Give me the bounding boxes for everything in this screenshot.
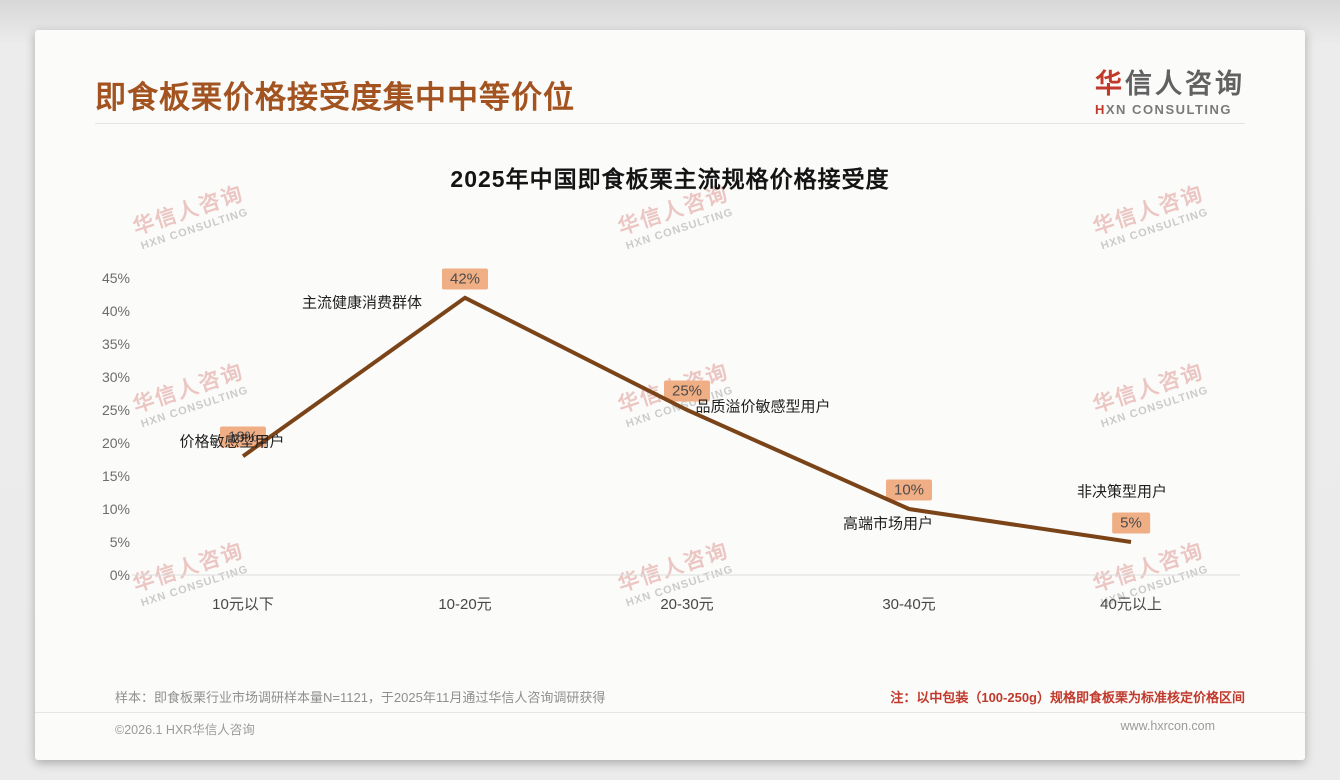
logo-cn-rest: 信人咨询 — [1125, 69, 1245, 99]
y-axis-tick-label: 35% — [101, 336, 130, 352]
x-axis-category-label: 10-20元 — [438, 596, 492, 613]
copyright-text: ©2026.1 HXR华信人咨询 — [115, 723, 255, 737]
segment-annotation: 主流健康消费群体 — [301, 294, 423, 312]
y-axis-tick-label: 10% — [101, 501, 130, 517]
website-text: www.hxrcon.com — [1120, 719, 1215, 733]
segment-annotation: 高端市场用户 — [842, 515, 934, 533]
x-axis-category-label: 20-30元 — [660, 596, 714, 613]
segment-annotation: 品质溢价敏感型用户 — [695, 398, 831, 416]
company-logo: 华信人咨询 HXN CONSULTING — [1095, 62, 1245, 117]
sample-note: 样本：即食板栗行业市场调研样本量N=1121，于2025年11月通过华信人咨询调… — [115, 690, 606, 705]
y-axis-tick-label: 25% — [101, 402, 130, 418]
x-axis-category-label: 30-40元 — [882, 596, 936, 613]
chart-title: 2025年中国即食板栗主流规格价格接受度 — [450, 166, 890, 192]
logo-en-text: HXN CONSULTING — [1095, 102, 1245, 117]
data-point-value-badge: 10% — [885, 479, 933, 501]
logo-en-rest: XN CONSULTING — [1105, 102, 1233, 117]
y-axis-tick-label: 15% — [101, 468, 130, 484]
y-axis-tick-label: 5% — [109, 534, 130, 550]
data-point-value-badge: 18% — [219, 426, 267, 448]
footer-divider — [35, 712, 1305, 713]
price-note: 注：以中包装（100-250g）规格即食板栗为标准核定价格区间 — [890, 690, 1245, 705]
header-divider — [95, 123, 1245, 124]
segment-annotation: 价格敏感型用户 — [179, 433, 285, 451]
y-axis-tick-label: 40% — [101, 303, 130, 319]
line-chart: 45% 40% 35% 30% 25% 20% 15% 10% 5% 0% 10元以下 10-20元 2… — [35, 30, 1305, 760]
y-axis-tick-label: 20% — [101, 435, 130, 451]
logo-cn-accent: 华 — [1095, 69, 1125, 99]
segment-annotation: 非决策型用户 — [1076, 483, 1168, 501]
y-axis-tick-label: 0% — [109, 567, 130, 583]
x-axis-category-label: 40元以上 — [1100, 596, 1162, 613]
report-card: 华信人咨询 HXN CONSULTING 华信人咨询 HXN CONSULTING 华信… — [35, 30, 1305, 760]
logo-cn-text: 华信人咨询 — [1095, 62, 1245, 101]
x-axis-category-label: 10元以下 — [212, 596, 274, 613]
data-point-value-badge: 42% — [441, 268, 489, 290]
data-point-value-badge: 5% — [1112, 512, 1150, 534]
page-title: 即食板栗价格接受度集中中等价位 — [95, 80, 575, 115]
data-point-value-badge: 25% — [663, 380, 711, 402]
y-axis-tick-label: 45% — [101, 270, 130, 286]
acceptance-line-series — [241, 295, 1132, 544]
chart-plot-svg — [132, 295, 1240, 576]
logo-en-accent: H — [1095, 102, 1106, 117]
y-axis-tick-label: 30% — [101, 369, 130, 385]
